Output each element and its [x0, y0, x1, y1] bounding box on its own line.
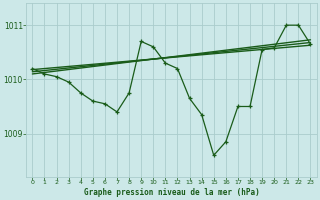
X-axis label: Graphe pression niveau de la mer (hPa): Graphe pression niveau de la mer (hPa) — [84, 188, 259, 197]
